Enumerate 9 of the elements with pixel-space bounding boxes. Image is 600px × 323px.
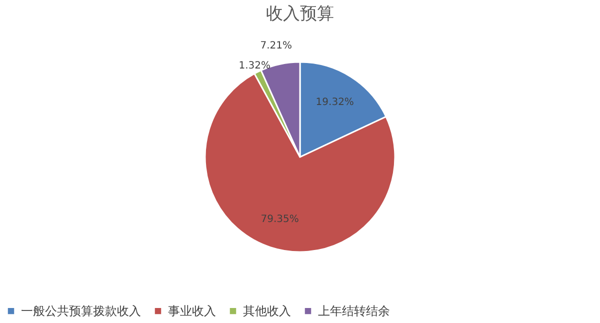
data-label: 19.32% xyxy=(316,97,354,108)
legend-label: 事业收入 xyxy=(168,304,216,318)
chart-title: 收入预算 xyxy=(266,4,334,24)
legend-label: 其他收入 xyxy=(243,304,291,318)
data-label: 7.21% xyxy=(260,40,292,52)
data-label: 79.35% xyxy=(260,214,299,225)
data-label: 1.32% xyxy=(238,60,270,72)
legend-label: 一般公共预算拨款收入 xyxy=(21,304,141,318)
legend-label: 上年结转结余 xyxy=(318,304,390,318)
